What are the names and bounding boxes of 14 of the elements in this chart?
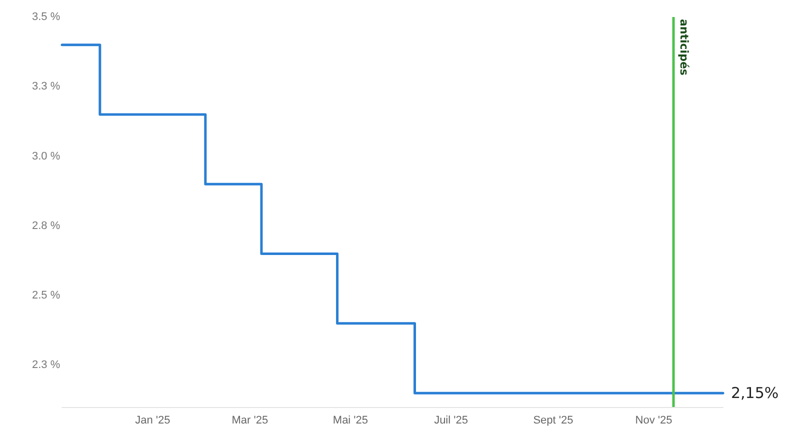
x-tick-label: Mar '25 (232, 414, 268, 426)
y-tick-label: 3.3 % (32, 80, 60, 93)
ref-line-label: anticipés (678, 19, 691, 76)
x-tick-label: Nov '25 (635, 414, 672, 426)
y-tick-label: 2.5 % (32, 290, 60, 302)
data-label: 2,15% (731, 384, 779, 402)
x-tick-label: Jan '25 (135, 414, 170, 426)
y-tick-label: 3.0 % (32, 150, 60, 162)
y-tick-label: 2.8 % (32, 220, 60, 232)
x-tick-label: Mai '25 (332, 414, 368, 426)
y-tick-label: 2.3 % (32, 359, 60, 372)
y-tick-label: 3.5 % (32, 11, 60, 23)
x-tick-label: Juil '25 (434, 414, 468, 426)
x-tick-label: Sept '25 (533, 414, 574, 426)
